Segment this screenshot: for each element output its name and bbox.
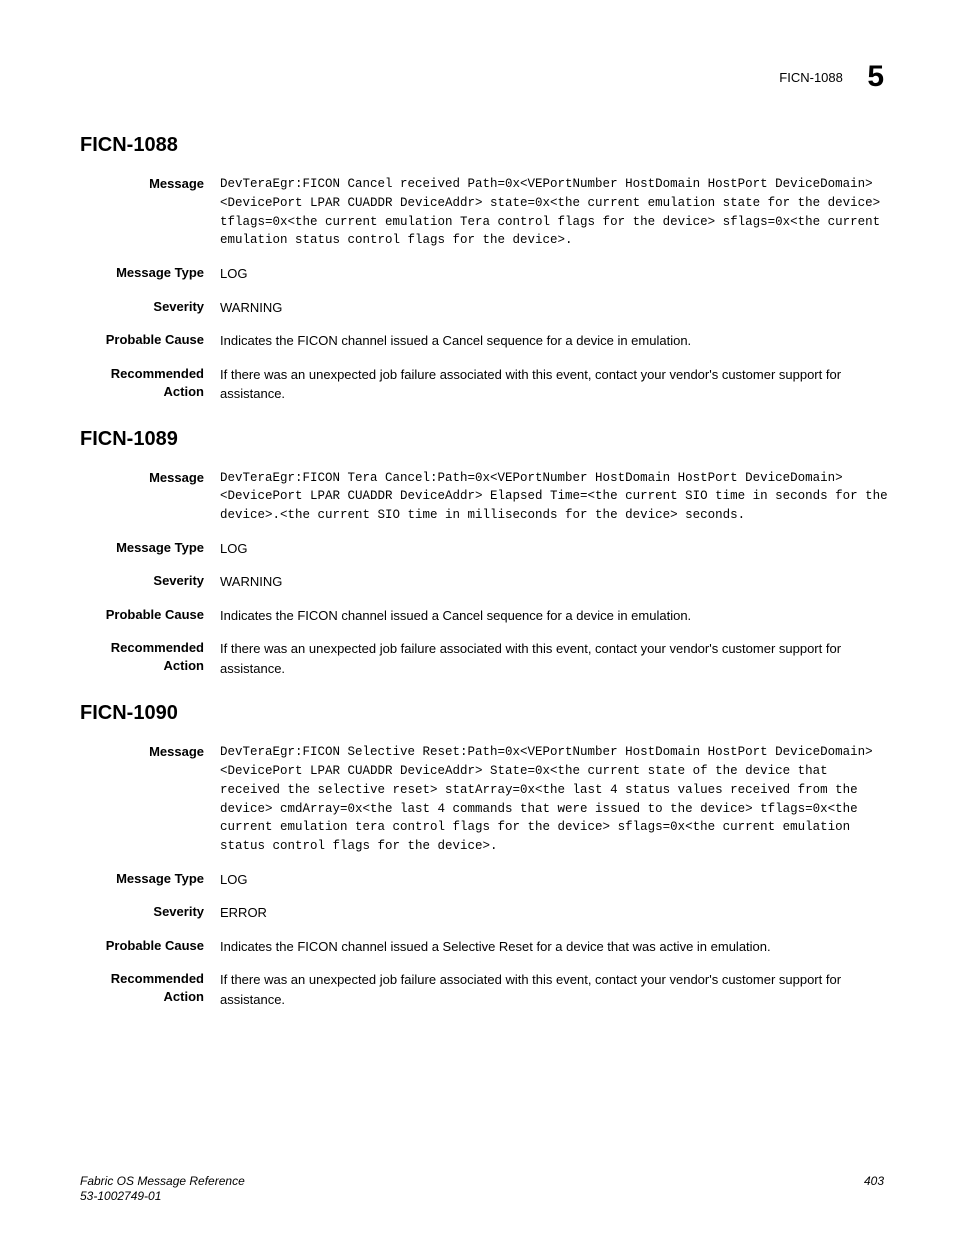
label-severity: Severity — [80, 572, 220, 590]
label-message-type: Message Type — [80, 870, 220, 888]
label-recommended-action: Recommended Action — [80, 970, 220, 1006]
header-code: FICN-1088 — [779, 70, 843, 85]
label-message: Message — [80, 469, 220, 487]
label-recommended-action: Recommended Action — [80, 639, 220, 675]
label-ra-line2: Action — [164, 989, 204, 1004]
label-message-type: Message Type — [80, 264, 220, 282]
label-recommended-action: Recommended Action — [80, 365, 220, 401]
entry-row-probable-cause: Probable Cause Indicates the FICON chann… — [80, 937, 894, 957]
value-message-type: LOG — [220, 539, 894, 559]
section-title: FICN-1089 — [80, 428, 894, 451]
entry-row-severity: Severity ERROR — [80, 903, 894, 923]
entry-row-message: Message DevTeraEgr:FICON Selective Reset… — [80, 743, 894, 856]
value-probable-cause: Indicates the FICON channel issued a Can… — [220, 606, 894, 626]
label-probable-cause: Probable Cause — [80, 331, 220, 349]
label-message-type: Message Type — [80, 539, 220, 557]
value-severity: WARNING — [220, 572, 894, 592]
value-message-type: LOG — [220, 264, 894, 284]
value-message: DevTeraEgr:FICON Tera Cancel:Path=0x<VEP… — [220, 469, 894, 525]
footer-page-number: 403 — [864, 1174, 884, 1205]
section-title: FICN-1090 — [80, 702, 894, 725]
chapter-number: 5 — [867, 60, 884, 94]
value-probable-cause: Indicates the FICON channel issued a Sel… — [220, 937, 894, 957]
entry-row-recommended-action: Recommended Action If there was an unexp… — [80, 365, 894, 404]
label-message: Message — [80, 743, 220, 761]
entry-row-message: Message DevTeraEgr:FICON Cancel received… — [80, 175, 894, 250]
page-content: FICN-1088 5 FICN-1088 Message DevTeraEgr… — [0, 0, 954, 1063]
value-message-type: LOG — [220, 870, 894, 890]
label-probable-cause: Probable Cause — [80, 606, 220, 624]
value-severity: ERROR — [220, 903, 894, 923]
page-footer: Fabric OS Message Reference 53-1002749-0… — [80, 1174, 884, 1205]
entry-row-probable-cause: Probable Cause Indicates the FICON chann… — [80, 331, 894, 351]
label-probable-cause: Probable Cause — [80, 937, 220, 955]
entry-row-severity: Severity WARNING — [80, 298, 894, 318]
section-title: FICN-1088 — [80, 134, 894, 157]
entry-row-message-type: Message Type LOG — [80, 539, 894, 559]
label-ra-line2: Action — [164, 384, 204, 399]
label-message: Message — [80, 175, 220, 193]
label-severity: Severity — [80, 903, 220, 921]
value-recommended-action: If there was an unexpected job failure a… — [220, 639, 894, 678]
entry-row-probable-cause: Probable Cause Indicates the FICON chann… — [80, 606, 894, 626]
footer-docnum: 53-1002749-01 — [80, 1189, 161, 1203]
entry-row-recommended-action: Recommended Action If there was an unexp… — [80, 970, 894, 1009]
page-header: FICN-1088 5 — [80, 60, 894, 94]
entry-row-message-type: Message Type LOG — [80, 870, 894, 890]
value-probable-cause: Indicates the FICON channel issued a Can… — [220, 331, 894, 351]
label-ra-line1: Recommended — [111, 640, 204, 655]
footer-title: Fabric OS Message Reference — [80, 1174, 245, 1188]
label-severity: Severity — [80, 298, 220, 316]
label-ra-line2: Action — [164, 658, 204, 673]
value-recommended-action: If there was an unexpected job failure a… — [220, 970, 894, 1009]
footer-left: Fabric OS Message Reference 53-1002749-0… — [80, 1174, 245, 1205]
entry-row-message-type: Message Type LOG — [80, 264, 894, 284]
value-severity: WARNING — [220, 298, 894, 318]
value-message: DevTeraEgr:FICON Cancel received Path=0x… — [220, 175, 894, 250]
value-message: DevTeraEgr:FICON Selective Reset:Path=0x… — [220, 743, 894, 856]
entry-row-recommended-action: Recommended Action If there was an unexp… — [80, 639, 894, 678]
entry-row-severity: Severity WARNING — [80, 572, 894, 592]
value-recommended-action: If there was an unexpected job failure a… — [220, 365, 894, 404]
entry-row-message: Message DevTeraEgr:FICON Tera Cancel:Pat… — [80, 469, 894, 525]
label-ra-line1: Recommended — [111, 366, 204, 381]
label-ra-line1: Recommended — [111, 971, 204, 986]
